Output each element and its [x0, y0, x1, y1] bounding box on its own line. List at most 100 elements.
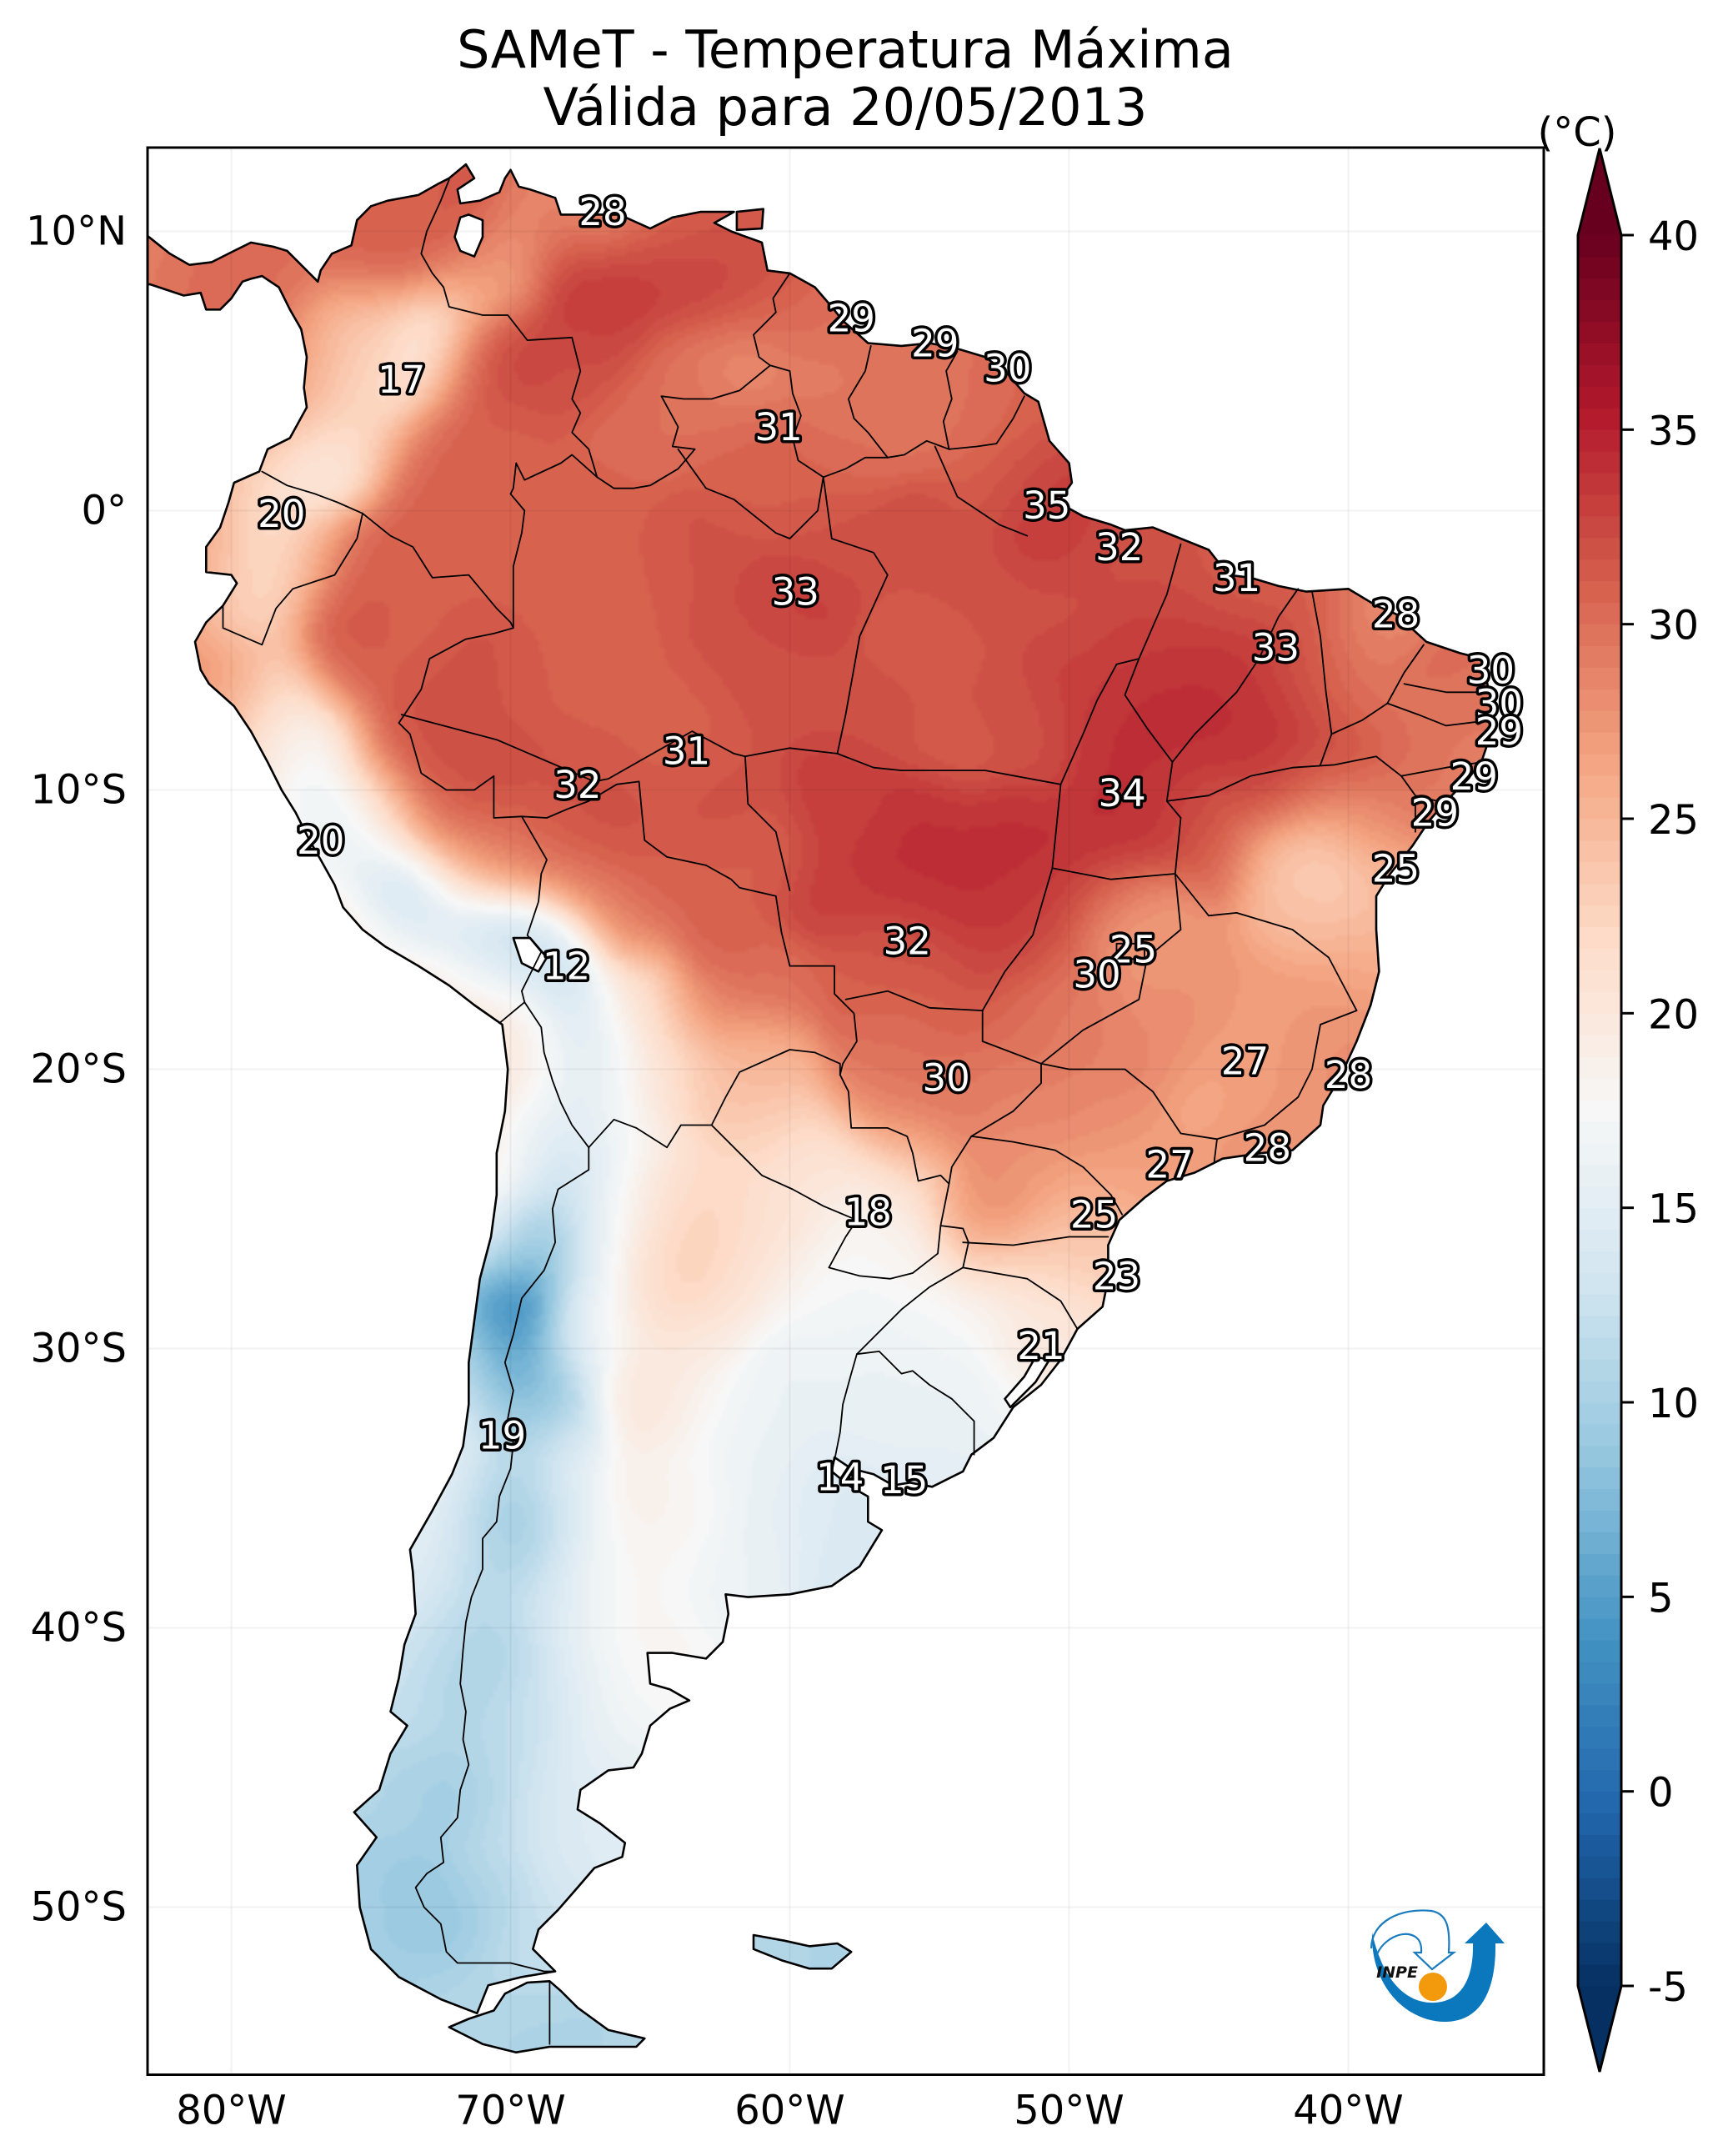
colorbar-band: [1578, 753, 1621, 776]
station-value-label: 28: [1325, 1053, 1372, 1097]
colorbar-band: [1578, 1877, 1621, 1900]
colorbar-band: [1578, 1186, 1621, 1209]
border-line: [588, 1118, 713, 1149]
x-tick-label: 70°W: [455, 2088, 566, 2134]
y-tick-label: 30°S: [30, 1326, 127, 1372]
station-value-label: 28: [579, 190, 626, 234]
coastline: [752, 1933, 853, 1970]
colorbar-tick-label: 20: [1648, 991, 1699, 1038]
colorbar-band: [1578, 861, 1621, 885]
colorbar-band: [1578, 1747, 1621, 1771]
lake-shore: [453, 213, 484, 258]
border-line: [420, 178, 599, 479]
border-line: [1051, 867, 1176, 880]
border-line: [834, 1353, 858, 1462]
colorbar-tick-label: 30: [1648, 603, 1699, 649]
station-value-label: 25: [1109, 927, 1157, 971]
colorbar-band: [1578, 840, 1621, 863]
colorbar-band: [1578, 1207, 1621, 1230]
map-frame: [146, 146, 1545, 2076]
colorbar-band: [1578, 1012, 1621, 1035]
coastlines: [148, 163, 1495, 2053]
border-line: [970, 1136, 1123, 1216]
y-tick-label: 20°S: [30, 1046, 127, 1093]
colorbar-tick-label: 25: [1648, 797, 1699, 844]
logo-loop-arrow-icon: [1370, 1909, 1457, 1971]
colorbar-band: [1578, 1510, 1621, 1532]
station-value-label: 31: [663, 730, 710, 774]
colorbar-band: [1578, 321, 1621, 344]
logo-text: INPE: [1376, 1963, 1418, 1982]
colorbar-band: [1578, 429, 1621, 452]
station-value-label: 21: [1017, 1324, 1064, 1368]
station-value-label: 20: [258, 492, 305, 536]
border-line: [1115, 942, 1145, 960]
station-value-label: 18: [844, 1190, 892, 1234]
station-value-label: 32: [884, 919, 931, 963]
border-line: [362, 512, 514, 629]
colorbar-band: [1578, 796, 1621, 820]
station-value-label: 25: [1070, 1193, 1118, 1237]
colorbar-band: [1578, 905, 1621, 928]
station-value-label: 30: [922, 1056, 969, 1101]
coastline: [735, 208, 764, 232]
colorbar-band: [1578, 1445, 1621, 1468]
border-line: [1415, 795, 1450, 805]
colorbar-band: [1578, 515, 1621, 539]
border-line: [769, 364, 889, 479]
border-line: [1216, 1096, 1300, 1141]
station-value-label: 29: [911, 322, 959, 366]
colorbar-band: [1578, 624, 1621, 646]
station-value-label: 30: [1467, 648, 1515, 692]
colorbar-band: [1578, 580, 1621, 604]
colorbar-band: [1578, 343, 1621, 365]
colorbar-bands: [1578, 234, 1621, 1987]
colorbar-band: [1578, 1898, 1621, 1922]
colorbar-tick-label: 5: [1648, 1575, 1674, 1622]
border-line: [1059, 543, 1182, 785]
station-value-label: 27: [1221, 1040, 1269, 1084]
station-value-label: 20: [297, 819, 344, 863]
colorbar-band: [1578, 948, 1621, 970]
border-line: [753, 272, 791, 367]
colorbar-band: [1578, 1380, 1621, 1403]
station-value-label: 28: [1244, 1126, 1291, 1170]
colorbar-band: [1578, 1336, 1621, 1360]
colorbar-tick-label: 15: [1648, 1186, 1699, 1233]
border-line: [981, 783, 1062, 1042]
colorbar-band: [1578, 926, 1621, 949]
x-tick-label: 80°W: [176, 2088, 287, 2134]
x-tick-label: 60°W: [734, 2088, 845, 2134]
colorbar-band: [1578, 667, 1621, 689]
border-line: [962, 1236, 1109, 1246]
colorbar-band: [1578, 1401, 1621, 1425]
station-value-label: 15: [880, 1458, 928, 1502]
border-line: [1040, 873, 1182, 1065]
station-value-label: 31: [1213, 556, 1260, 600]
colorbar-tick-label: 35: [1648, 408, 1699, 454]
colorbar-tick-label: -5: [1648, 1964, 1688, 2011]
chart-subtitle: Válida para 20/05/2013: [543, 77, 1148, 138]
colorbar-band: [1578, 1617, 1621, 1641]
y-tick-label: 0°: [81, 488, 127, 534]
station-value-label: 29: [1475, 709, 1523, 754]
y-tick-label: 10°N: [26, 208, 127, 255]
border-line: [677, 448, 824, 539]
station-value-label: 29: [1450, 755, 1498, 799]
colorbar-band: [1578, 1077, 1621, 1101]
colorbar-band: [1578, 1532, 1621, 1554]
colorbar-tick-label: 10: [1648, 1381, 1699, 1427]
station-value-label: 34: [1098, 771, 1145, 815]
border-line: [1311, 590, 1333, 766]
border-line: [934, 445, 1029, 537]
border-line: [848, 345, 889, 459]
colorbar-band: [1578, 1358, 1621, 1381]
station-value-label: 25: [1372, 846, 1420, 890]
colorbar-band: [1578, 1682, 1621, 1706]
country-and-state-borders: [222, 178, 1492, 2045]
station-value-label: 29: [828, 296, 875, 340]
border-line: [521, 780, 858, 1076]
colorbar-band: [1578, 709, 1621, 733]
colorbar-band: [1578, 1099, 1621, 1122]
